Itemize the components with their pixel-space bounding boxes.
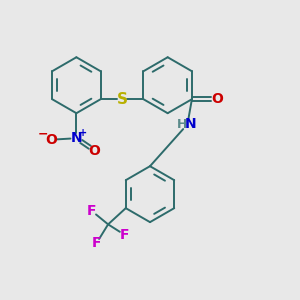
Text: S: S bbox=[116, 92, 128, 107]
Text: O: O bbox=[45, 133, 57, 147]
Text: −: − bbox=[38, 128, 49, 141]
Text: N: N bbox=[185, 117, 197, 131]
Text: N: N bbox=[70, 131, 82, 145]
Text: F: F bbox=[87, 204, 97, 218]
Text: F: F bbox=[92, 236, 101, 250]
Text: H: H bbox=[176, 118, 187, 131]
Text: F: F bbox=[120, 228, 129, 242]
Text: O: O bbox=[211, 92, 223, 106]
Text: +: + bbox=[79, 128, 87, 138]
Text: O: O bbox=[89, 144, 100, 158]
